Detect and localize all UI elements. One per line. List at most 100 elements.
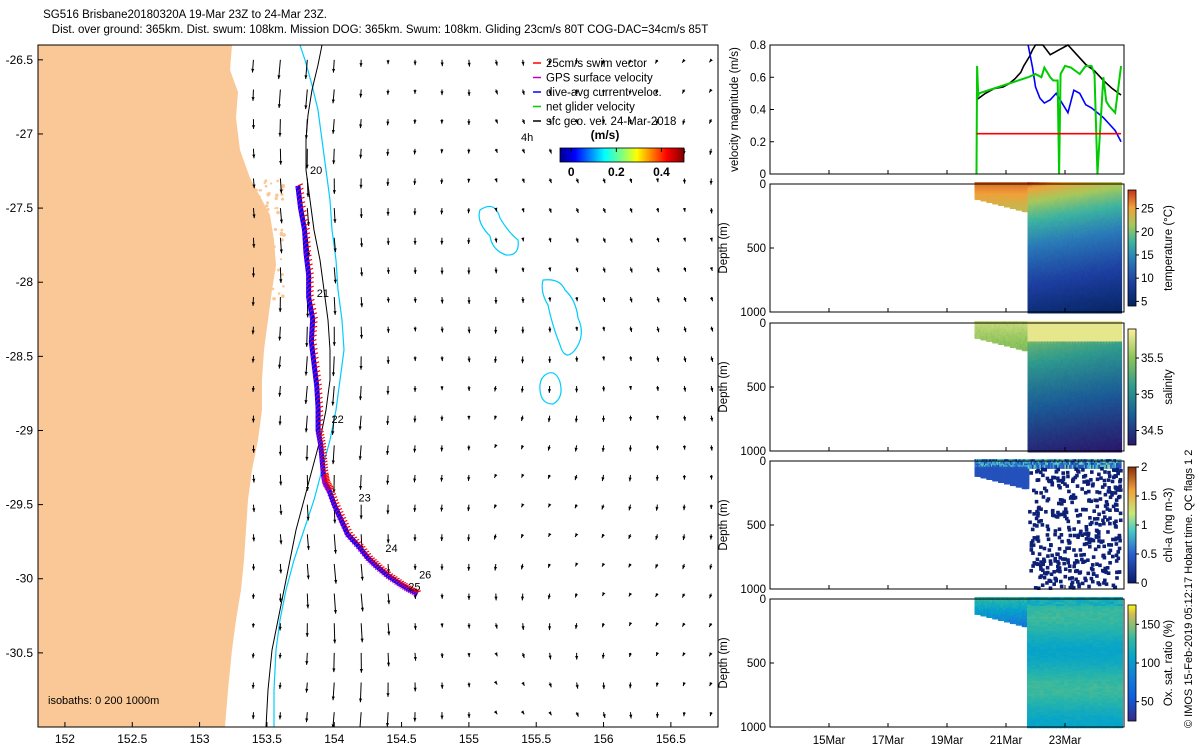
current-arrowhead [655,593,659,597]
current-arrowhead [386,662,391,667]
current-arrowhead [467,329,471,334]
current-arrowhead [575,504,578,509]
current-arrowhead [575,268,579,273]
current-arrowhead [683,358,687,363]
current-arrowhead [628,592,633,597]
current-arrowhead [386,539,390,544]
island [280,258,283,261]
current-arrowhead [331,431,335,435]
current-arrowhead [386,510,390,515]
current-arrowhead [628,477,632,482]
current-arrowhead [305,456,309,461]
current-arrowhead [359,154,363,159]
current-arrowhead [682,120,686,125]
current-arrowhead [359,365,363,370]
current-arrowhead [682,506,686,511]
current-arrowhead [467,624,471,629]
current-arrowhead [467,415,471,420]
current-arrowhead [359,184,363,189]
current-arrowhead [521,299,525,303]
current-arrowhead [521,534,525,539]
map-x-tick-label: 152 [55,732,75,746]
current-arrowhead [655,622,659,627]
current-arrowhead [467,149,471,154]
current-arrowhead [629,208,633,213]
island [277,268,280,272]
current-arrowhead [656,652,659,657]
island [272,268,276,272]
current-arrowhead [575,655,579,660]
current-arrowhead [493,535,497,540]
current-arrowhead [252,214,256,219]
legend-label: sfc geo. vel. 24-Mar-2018 [546,116,676,128]
current-arrowhead [629,328,633,332]
current-arrowhead [386,151,390,156]
island [280,294,285,299]
current-arrowhead [331,99,335,104]
current-arrowhead [252,478,256,483]
island [256,188,259,191]
current-arrowhead [360,303,364,308]
island [255,221,260,225]
current-arrowhead [521,61,525,66]
current-arrowhead [575,358,579,362]
island [263,266,268,271]
current-arrowhead [628,60,632,65]
current-arrowhead [494,596,498,601]
island [255,257,259,261]
island [276,179,280,183]
seamount-contour-1 [478,205,519,256]
current-arrowhead [305,633,309,637]
current-arrowhead [548,267,552,272]
map-y-tick-label: -26.5 [6,53,34,67]
current-arrowhead [574,447,578,452]
current-arrowhead [251,273,256,278]
current-arrowhead [709,237,713,242]
current-arrowhead [360,272,364,277]
current-arrowhead [602,562,606,567]
current-arrowhead [333,279,337,284]
current-arrowhead [682,445,686,450]
current-arrowhead [279,279,283,283]
current-arrowhead [251,418,255,423]
current-arrowhead [656,298,660,303]
current-arrowhead [682,58,686,63]
current-arrowhead [413,211,417,216]
current-arrowhead [331,372,336,377]
current-arrowhead [628,653,632,657]
island [280,238,284,242]
current-arrowhead [279,540,283,545]
current-arrowhead [278,392,282,397]
current-arrowhead [331,460,335,465]
legend-label: dive-avg current veloc. [546,87,662,99]
current-arrowhead [575,712,579,717]
current-arrowhead [547,389,552,393]
island [270,264,275,269]
current-arrowhead [682,682,686,687]
current-arrowhead [521,473,525,478]
current-arrowhead [413,270,417,274]
current-arrowhead [358,426,362,431]
current-arrowhead [359,124,363,129]
current-arrowhead [251,566,256,571]
island [257,234,261,239]
current-arrowhead [251,684,255,689]
current-arrowhead [440,180,444,184]
current-arrowhead [467,209,471,214]
track-label: 21 [317,288,329,300]
island [282,285,285,288]
current-arrowhead [575,297,579,302]
current-arrowhead [252,537,256,542]
current-arrowhead [548,149,552,154]
current-arrowhead [494,61,498,66]
current-arrowhead [440,447,444,452]
island [260,219,264,224]
current-arrowhead [467,270,471,275]
island [266,237,270,242]
current-arrowhead [385,722,390,727]
island [258,257,261,260]
seamount-contour-3 [539,372,562,405]
current-arrowhead [628,90,632,95]
